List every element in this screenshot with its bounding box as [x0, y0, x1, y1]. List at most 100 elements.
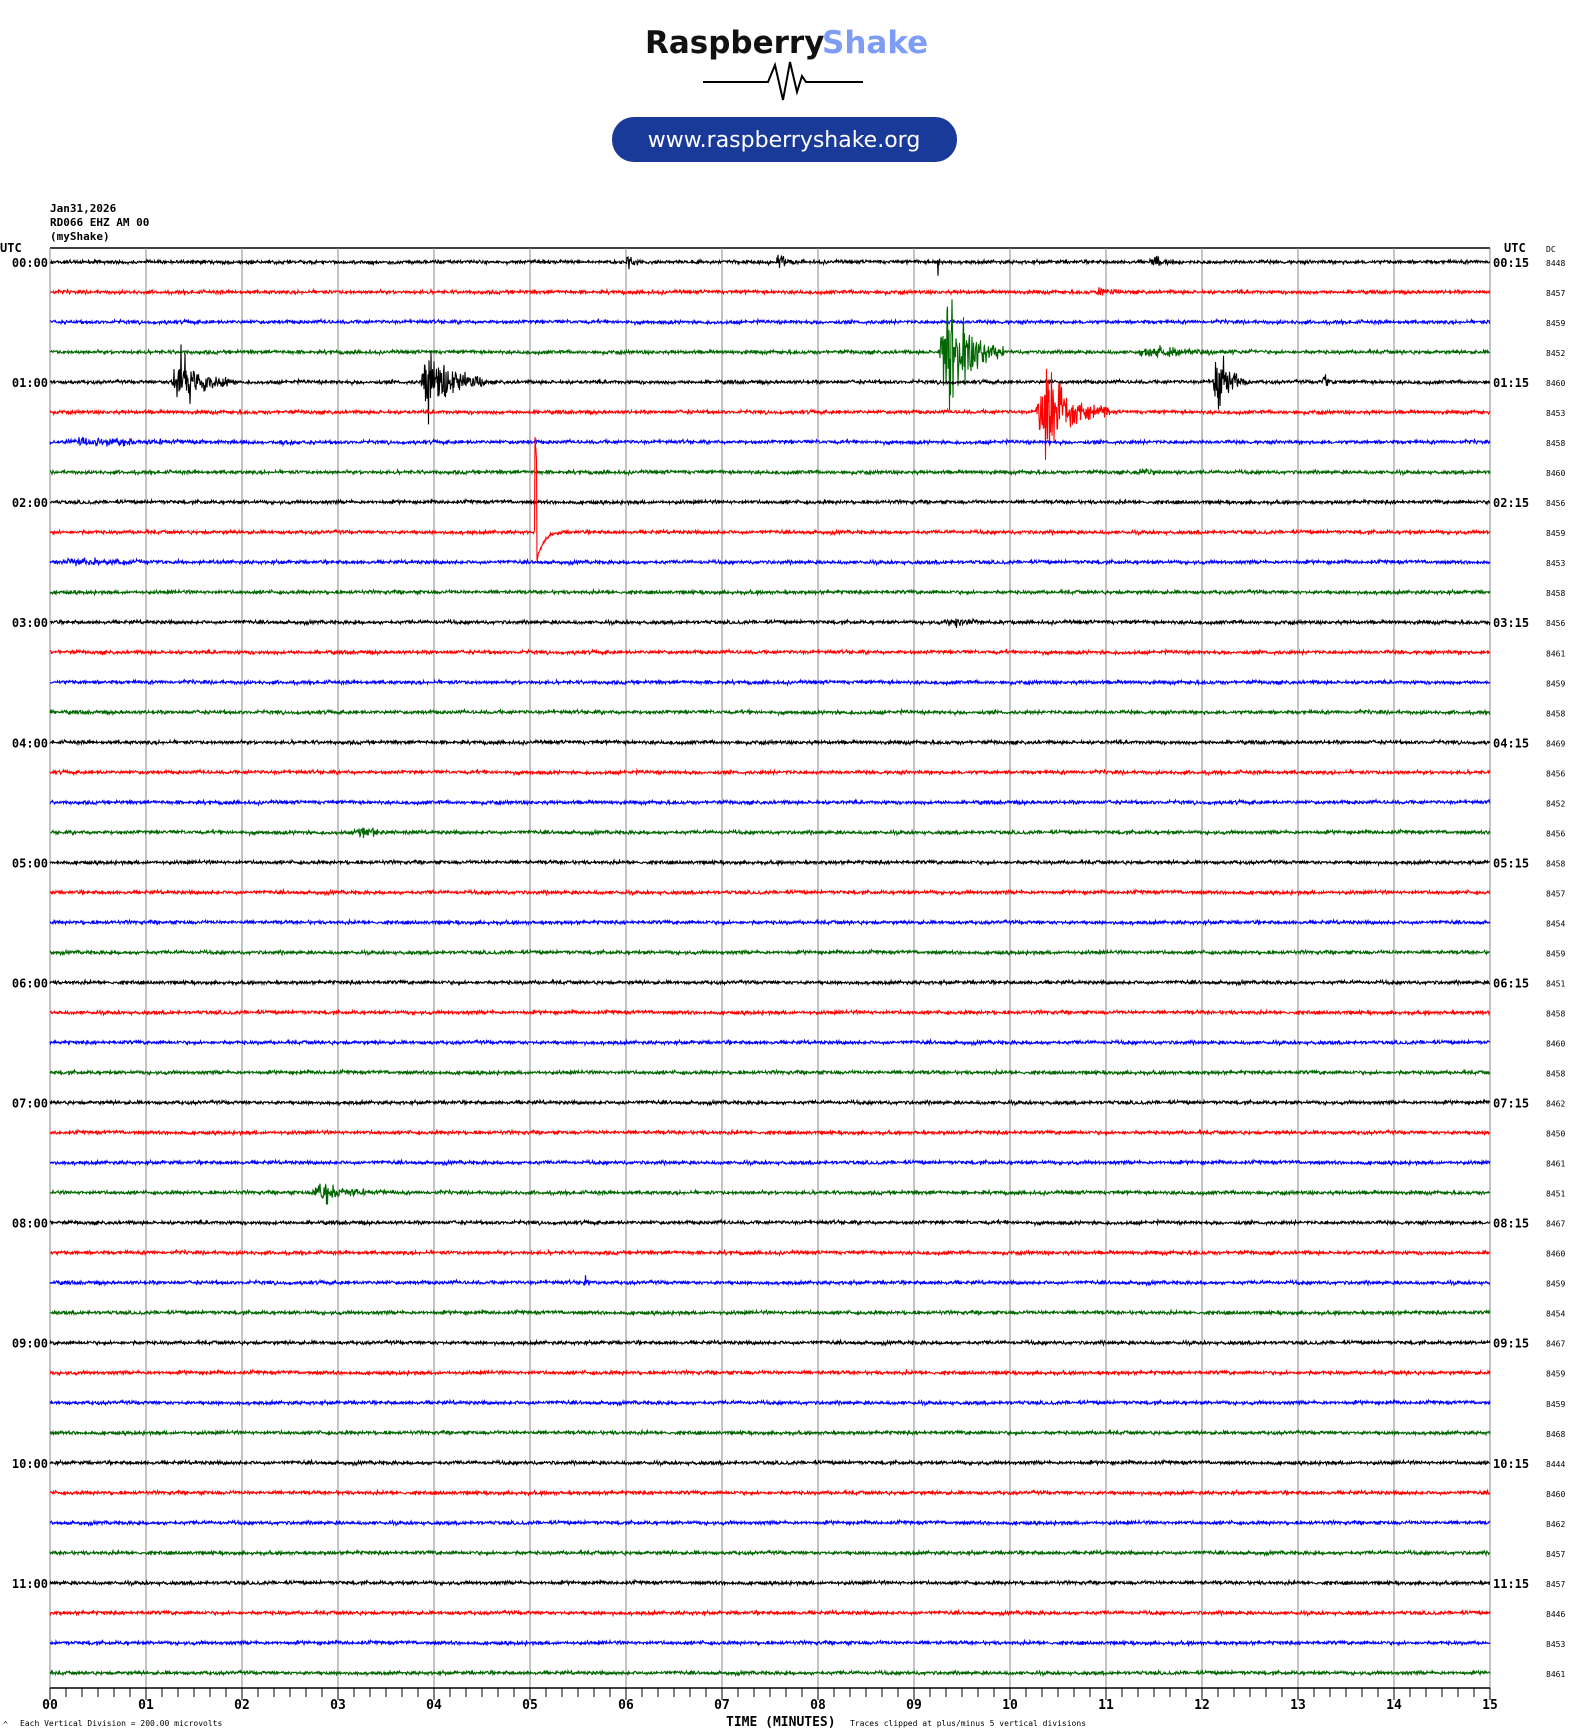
dc-value: 8460	[1546, 379, 1565, 388]
trace-row-37	[49, 1368, 1491, 1377]
trace-row-25	[49, 1008, 1491, 1017]
trace-row-8	[49, 497, 1491, 507]
x-tick-label: 15	[1482, 1698, 1498, 1713]
right-time-label: 04:15	[1493, 736, 1529, 750]
right-time-label: 08:15	[1493, 1217, 1529, 1231]
left-time-label: 02:00	[12, 496, 48, 510]
dc-value: 8453	[1546, 1640, 1565, 1649]
dc-value: 8458	[1546, 709, 1565, 718]
dc-value: 8458	[1546, 1010, 1565, 1019]
x-tick-label: 05	[522, 1698, 538, 1713]
trace-row-0	[49, 254, 1491, 276]
dc-value: 8460	[1546, 1490, 1565, 1499]
dc-value: 8459	[1546, 1400, 1565, 1409]
header-date: Jan31,2026	[50, 202, 117, 215]
dc-value: 8452	[1546, 349, 1565, 358]
trace-row-34	[49, 1275, 1491, 1287]
trace-row-12	[49, 617, 1491, 628]
trace-row-42	[49, 1518, 1491, 1528]
right-time-label: 02:15	[1493, 496, 1529, 510]
x-tick-label: 08	[810, 1698, 826, 1713]
left-time-label: 04:00	[12, 736, 48, 750]
dc-value: 8460	[1546, 1250, 1565, 1259]
left-time-label: 11:00	[12, 1577, 48, 1591]
dc-value: 8456	[1546, 619, 1565, 628]
right-time-label: 09:15	[1493, 1337, 1529, 1351]
left-time-label: 07:00	[12, 1097, 48, 1111]
scale-note: Each Vertical Division = 200.00 microvol…	[20, 1719, 222, 1728]
logo-wave-icon	[703, 61, 863, 101]
left-axis-title: UTC	[0, 241, 22, 255]
right-axis-title: UTC	[1504, 241, 1526, 255]
x-tick-label: 13	[1290, 1698, 1306, 1713]
raspberry-shake-logo: Raspberry Shake www.raspberryshake.org	[612, 25, 957, 162]
trace-row-46	[49, 1638, 1491, 1648]
left-time-label: 03:00	[12, 616, 48, 630]
dc-value: 8467	[1546, 1340, 1565, 1349]
row-labels: 00:00 00:15 8448 8457 8459 8452 01:00 01:15 8460…	[12, 256, 1566, 1679]
left-time-label: 00:00	[12, 256, 48, 270]
x-tick-label: 10	[1002, 1698, 1018, 1713]
dc-value: 8459	[1546, 1370, 1565, 1379]
dc-value: 8458	[1546, 589, 1565, 598]
trace-row-11	[49, 587, 1491, 597]
dc-value: 8452	[1546, 799, 1565, 808]
trace-row-3	[49, 299, 1491, 411]
traces	[49, 254, 1491, 1678]
trace-row-9	[49, 436, 1491, 561]
trace-row-5	[49, 368, 1491, 460]
dc-value: 8451	[1546, 979, 1565, 988]
x-tick-label: 06	[618, 1698, 634, 1713]
x-tick-label: 03	[330, 1698, 346, 1713]
trace-row-18	[49, 798, 1491, 807]
trace-row-27	[49, 1068, 1491, 1077]
x-tick-label: 09	[906, 1698, 922, 1713]
header-source: (myShake)	[50, 230, 110, 243]
dc-value: 8462	[1546, 1100, 1565, 1109]
right-time-label: 05:15	[1493, 856, 1529, 870]
trace-row-35	[49, 1308, 1491, 1318]
trace-row-40	[49, 1458, 1491, 1468]
header-station: RD066 EHZ AM 00	[50, 216, 149, 229]
dc-value: 8468	[1546, 1430, 1565, 1439]
dc-title: DC	[1546, 245, 1556, 254]
trace-row-45	[49, 1608, 1491, 1618]
dc-value: 8458	[1546, 859, 1565, 868]
x-tick-label: 11	[1098, 1698, 1114, 1713]
dc-value: 8456	[1546, 829, 1565, 838]
x-tick-label: 04	[426, 1698, 442, 1713]
dc-value: 8459	[1546, 679, 1565, 688]
dc-value: 8459	[1546, 949, 1565, 958]
dc-value: 8448	[1546, 259, 1565, 268]
x-tick-label: 00	[42, 1698, 58, 1713]
trace-row-6	[49, 436, 1491, 448]
trace-row-13	[49, 647, 1491, 657]
trace-row-15	[49, 707, 1491, 717]
left-time-label: 08:00	[12, 1217, 48, 1231]
x-axis: 00 01 02 03 04 05 06 07 08 09 10 11 12 13 14 15	[42, 1687, 1498, 1713]
left-time-label: 06:00	[12, 976, 48, 990]
dc-value: 8460	[1546, 1040, 1565, 1049]
left-time-label: 10:00	[12, 1457, 48, 1471]
trace-row-32	[49, 1217, 1491, 1228]
dc-value: 8457	[1546, 1550, 1565, 1559]
right-time-label: 06:15	[1493, 976, 1529, 990]
logo-url-pill[interactable]	[612, 117, 957, 162]
trace-row-20	[49, 858, 1491, 867]
trace-row-39	[49, 1428, 1491, 1437]
trace-row-16	[49, 738, 1491, 747]
trace-row-23	[49, 948, 1491, 957]
dc-value: 8446	[1546, 1610, 1565, 1619]
dc-value: 8444	[1546, 1460, 1565, 1469]
dc-value: 8462	[1546, 1520, 1565, 1529]
dc-value: 8451	[1546, 1190, 1565, 1199]
x-tick-label: 14	[1386, 1698, 1402, 1713]
trace-row-1	[49, 287, 1491, 297]
left-time-label: 05:00	[12, 856, 48, 870]
logo-url[interactable]: www.raspberryshake.org	[648, 128, 921, 153]
dc-value: 8458	[1546, 439, 1565, 448]
right-time-label: 10:15	[1493, 1457, 1529, 1471]
dc-value: 8457	[1546, 1580, 1565, 1589]
trace-row-44	[49, 1578, 1491, 1588]
